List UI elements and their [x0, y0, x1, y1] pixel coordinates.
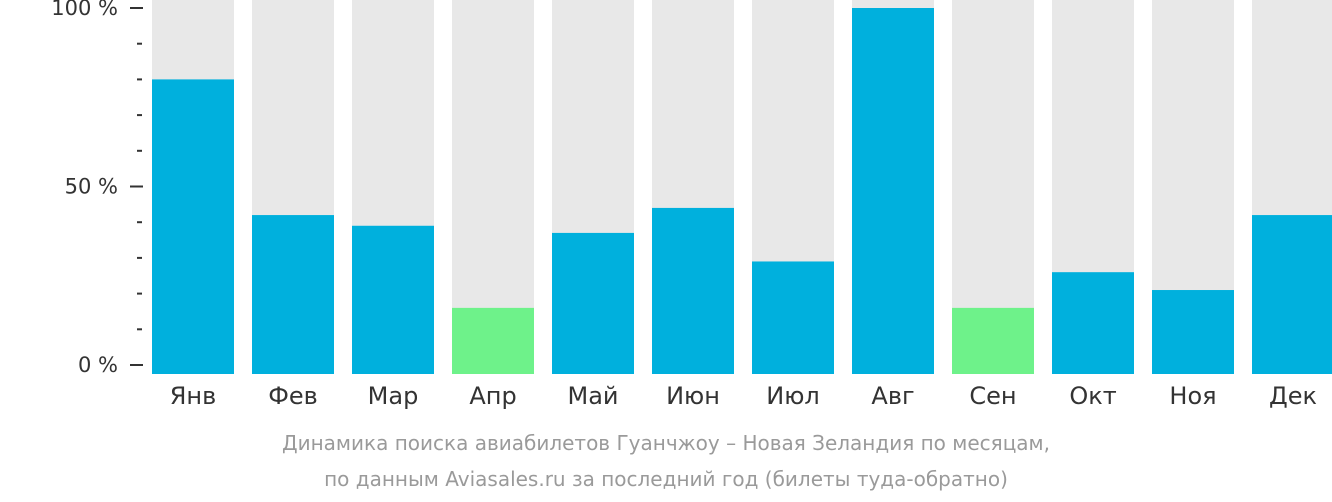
x-tick-label: Янв — [170, 382, 217, 410]
bar-Авг — [852, 8, 934, 374]
x-tick-label: Фев — [268, 382, 318, 410]
bar-Мар — [352, 225, 434, 374]
x-tick-label: Май — [567, 382, 618, 410]
bar-Сен — [952, 307, 1034, 374]
x-tick-label: Июл — [766, 382, 820, 410]
bar-Ноя — [1152, 290, 1234, 374]
y-tick-label: 0 % — [78, 353, 118, 377]
bar-Янв — [152, 79, 234, 375]
bars — [152, 0, 1332, 375]
x-tick-label: Апр — [469, 382, 516, 410]
bar-Окт — [1052, 272, 1134, 374]
bar-Май — [552, 232, 634, 374]
chart-caption-line-2: по данным Aviasales.ru за последний год … — [324, 467, 1008, 491]
bar-Апр — [452, 307, 534, 374]
y-axis: 0 % 50 % 100 % — [51, 0, 143, 377]
x-axis: Янв Фев Мар Апр Май Июн Июл Авг Сен Окт Ноя Дек — [170, 382, 1317, 410]
y-tick-label: 100 % — [51, 0, 118, 20]
chart-caption-line-1: Динамика поиска авиабилетов Гуанчжоу – Н… — [281, 431, 1051, 455]
bar-Дек — [1252, 215, 1332, 374]
x-tick-label: Авг — [871, 382, 914, 410]
bar-Фев — [252, 215, 334, 374]
x-tick-label: Окт — [1069, 382, 1116, 410]
x-tick-label: Июн — [666, 382, 720, 410]
x-tick-label: Мар — [368, 382, 419, 410]
x-tick-label: Ноя — [1169, 382, 1216, 410]
bar-Июн — [652, 207, 734, 374]
bar-Июл — [752, 261, 834, 374]
y-tick-label: 50 % — [65, 175, 118, 199]
x-tick-label: Дек — [1269, 382, 1317, 410]
x-tick-label: Сен — [969, 382, 1016, 410]
